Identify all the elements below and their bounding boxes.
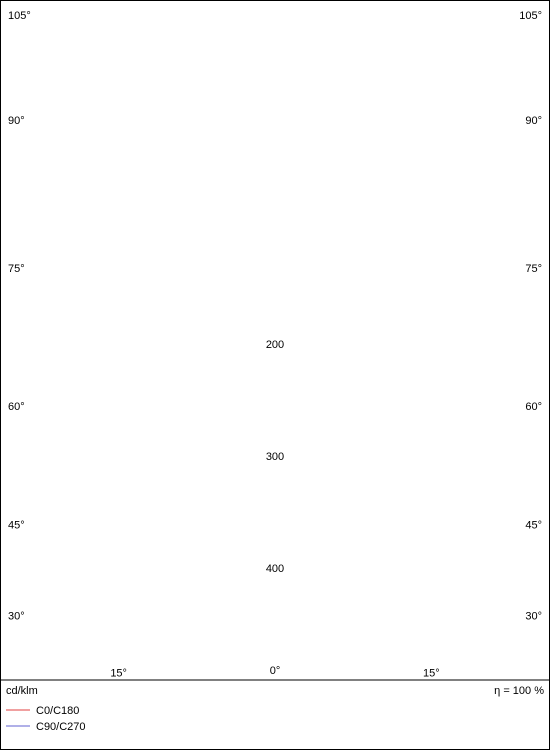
- polar-chart-container: 200 300 400 0° 15° 15° 30° 30° 45° 45° 60° 60° 75° 75…: [0, 0, 550, 750]
- angle-label: 30°: [8, 610, 25, 622]
- angle-label: 60°: [525, 401, 542, 413]
- legend-label: C0/C180: [36, 705, 79, 717]
- legend-label: C90/C270: [36, 721, 86, 733]
- ring-label: 300: [266, 451, 284, 463]
- angle-label: 105°: [519, 10, 542, 22]
- angle-label: 90°: [525, 115, 542, 127]
- angle-label: 75°: [8, 263, 25, 275]
- footer-left: cd/klm: [6, 685, 38, 697]
- polar-chart-svg: 200 300 400 0° 15° 15° 30° 30° 45° 45° 60° 60° 75° 75…: [0, 0, 550, 750]
- angle-label: 45°: [525, 519, 542, 531]
- angle-label: 45°: [8, 519, 25, 531]
- angle-label: 15°: [110, 668, 127, 680]
- angle-label: 90°: [8, 115, 25, 127]
- ring-label: 400: [266, 563, 284, 575]
- angle-label: 30°: [525, 610, 542, 622]
- footer-right: η = 100 %: [494, 685, 544, 697]
- angle-label: 60°: [8, 401, 25, 413]
- angle-label: 15°: [423, 668, 440, 680]
- angle-label: 75°: [525, 263, 542, 275]
- angle-label: 0°: [270, 665, 281, 677]
- ring-label: 200: [266, 339, 284, 351]
- angle-label: 105°: [8, 10, 31, 22]
